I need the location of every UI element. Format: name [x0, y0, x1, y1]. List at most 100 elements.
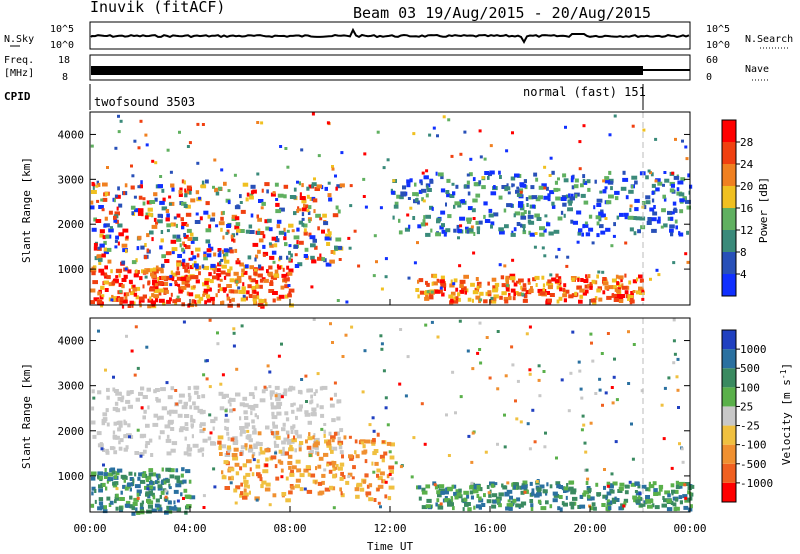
data-cell	[123, 191, 126, 196]
data-cell	[91, 227, 97, 232]
data-cell-scatter	[602, 179, 606, 183]
data-cell	[97, 390, 102, 395]
data-cell	[670, 183, 675, 188]
data-cell	[470, 282, 475, 287]
data-cell	[131, 303, 134, 308]
data-cell	[255, 464, 261, 469]
data-cell	[158, 474, 161, 479]
data-cell	[258, 299, 265, 303]
data-cell	[284, 242, 288, 247]
data-cell	[105, 450, 110, 455]
data-cell	[147, 500, 151, 504]
data-cell	[131, 506, 136, 511]
data-cell	[303, 228, 307, 233]
data-cell-scatter	[347, 475, 351, 479]
power-data	[90, 112, 693, 309]
data-cell	[280, 468, 284, 473]
data-cell-scatter	[219, 382, 223, 386]
data-cell	[115, 408, 121, 413]
data-cell	[183, 488, 188, 493]
data-cell	[182, 262, 185, 267]
data-cell	[326, 443, 332, 448]
data-cell	[298, 220, 303, 225]
data-cell	[162, 282, 169, 286]
data-cell-scatter	[534, 232, 538, 235]
data-cell-scatter	[459, 152, 463, 156]
data-cell	[563, 298, 567, 303]
data-cell	[264, 182, 270, 187]
data-cell	[207, 214, 211, 219]
data-cell-scatter	[338, 258, 342, 261]
data-cell	[522, 227, 526, 232]
data-cell-scatter	[171, 251, 175, 255]
data-cell	[520, 223, 523, 228]
data-cell	[675, 485, 680, 490]
data-cell-scatter	[422, 199, 426, 203]
data-cell	[612, 499, 617, 504]
x-tick-label-0: 00:00	[73, 522, 106, 535]
data-cell-scatter	[288, 244, 292, 248]
data-cell-scatter	[92, 183, 96, 187]
data-cell	[104, 274, 108, 279]
data-cell-scatter	[413, 261, 417, 265]
data-cell-scatter	[227, 189, 231, 193]
data-cell	[231, 475, 234, 480]
data-cell	[239, 194, 242, 199]
data-cell	[153, 289, 159, 294]
data-cell	[529, 481, 533, 486]
data-cell	[276, 224, 281, 229]
data-cell	[359, 439, 366, 444]
data-cell	[513, 482, 519, 487]
data-cell	[171, 187, 175, 192]
data-cell	[181, 302, 185, 307]
data-cell-scatter	[649, 277, 652, 281]
data-cell	[203, 210, 209, 215]
data-cell	[540, 506, 547, 511]
data-cell	[457, 203, 462, 208]
data-cell	[669, 228, 674, 233]
data-cell	[283, 227, 286, 232]
data-cell	[117, 223, 123, 228]
power-colorbar-label: Power [dB]	[757, 177, 770, 243]
data-cell	[129, 487, 132, 492]
data-cell	[579, 504, 586, 509]
data-cell	[303, 223, 308, 228]
data-cell	[159, 200, 165, 205]
data-cell	[499, 175, 502, 179]
data-cell	[466, 229, 470, 234]
data-cell-scatter	[585, 468, 589, 472]
data-cell	[580, 278, 584, 282]
data-cell	[157, 484, 163, 489]
data-cell-scatter	[347, 236, 351, 240]
data-cell	[485, 291, 489, 296]
data-cell-scatter	[137, 185, 141, 189]
data-cell	[235, 471, 240, 476]
data-cell-scatter	[274, 451, 278, 455]
data-cell-scatter	[582, 124, 586, 128]
data-cell	[264, 487, 271, 492]
data-cell-scatter	[117, 130, 121, 134]
data-cell-scatter	[331, 165, 334, 168]
data-cell	[608, 500, 613, 505]
data-cell	[199, 422, 206, 427]
data-cell-scatter	[541, 246, 545, 250]
data-cell	[621, 296, 624, 301]
data-cell	[651, 183, 656, 188]
data-cell-scatter	[384, 480, 388, 484]
data-cell	[155, 298, 159, 303]
data-cell	[183, 233, 186, 237]
data-cell	[481, 185, 486, 190]
data-cell	[250, 190, 254, 195]
data-cell	[536, 217, 542, 221]
data-cell	[139, 184, 143, 189]
data-cell-scatter	[227, 449, 231, 453]
data-cell-scatter	[200, 184, 204, 188]
data-cell	[339, 183, 345, 188]
data-cell-scatter	[519, 420, 523, 424]
data-cell	[528, 288, 534, 293]
data-cell	[115, 493, 119, 498]
data-cell	[228, 467, 235, 472]
data-cell	[157, 507, 163, 512]
data-cell	[265, 482, 271, 487]
data-cell	[402, 185, 407, 190]
